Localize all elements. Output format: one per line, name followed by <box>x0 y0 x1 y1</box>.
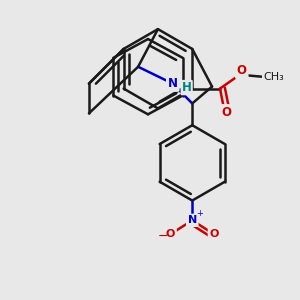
Text: O: O <box>209 229 219 239</box>
Text: O: O <box>237 64 247 77</box>
Text: CH₃: CH₃ <box>263 72 284 82</box>
Text: H: H <box>182 81 192 94</box>
Text: N: N <box>168 77 178 90</box>
Text: +: + <box>196 209 202 218</box>
Text: O: O <box>166 229 175 239</box>
Text: N: N <box>188 215 197 225</box>
Text: O: O <box>221 106 231 119</box>
Text: −: − <box>157 230 168 243</box>
